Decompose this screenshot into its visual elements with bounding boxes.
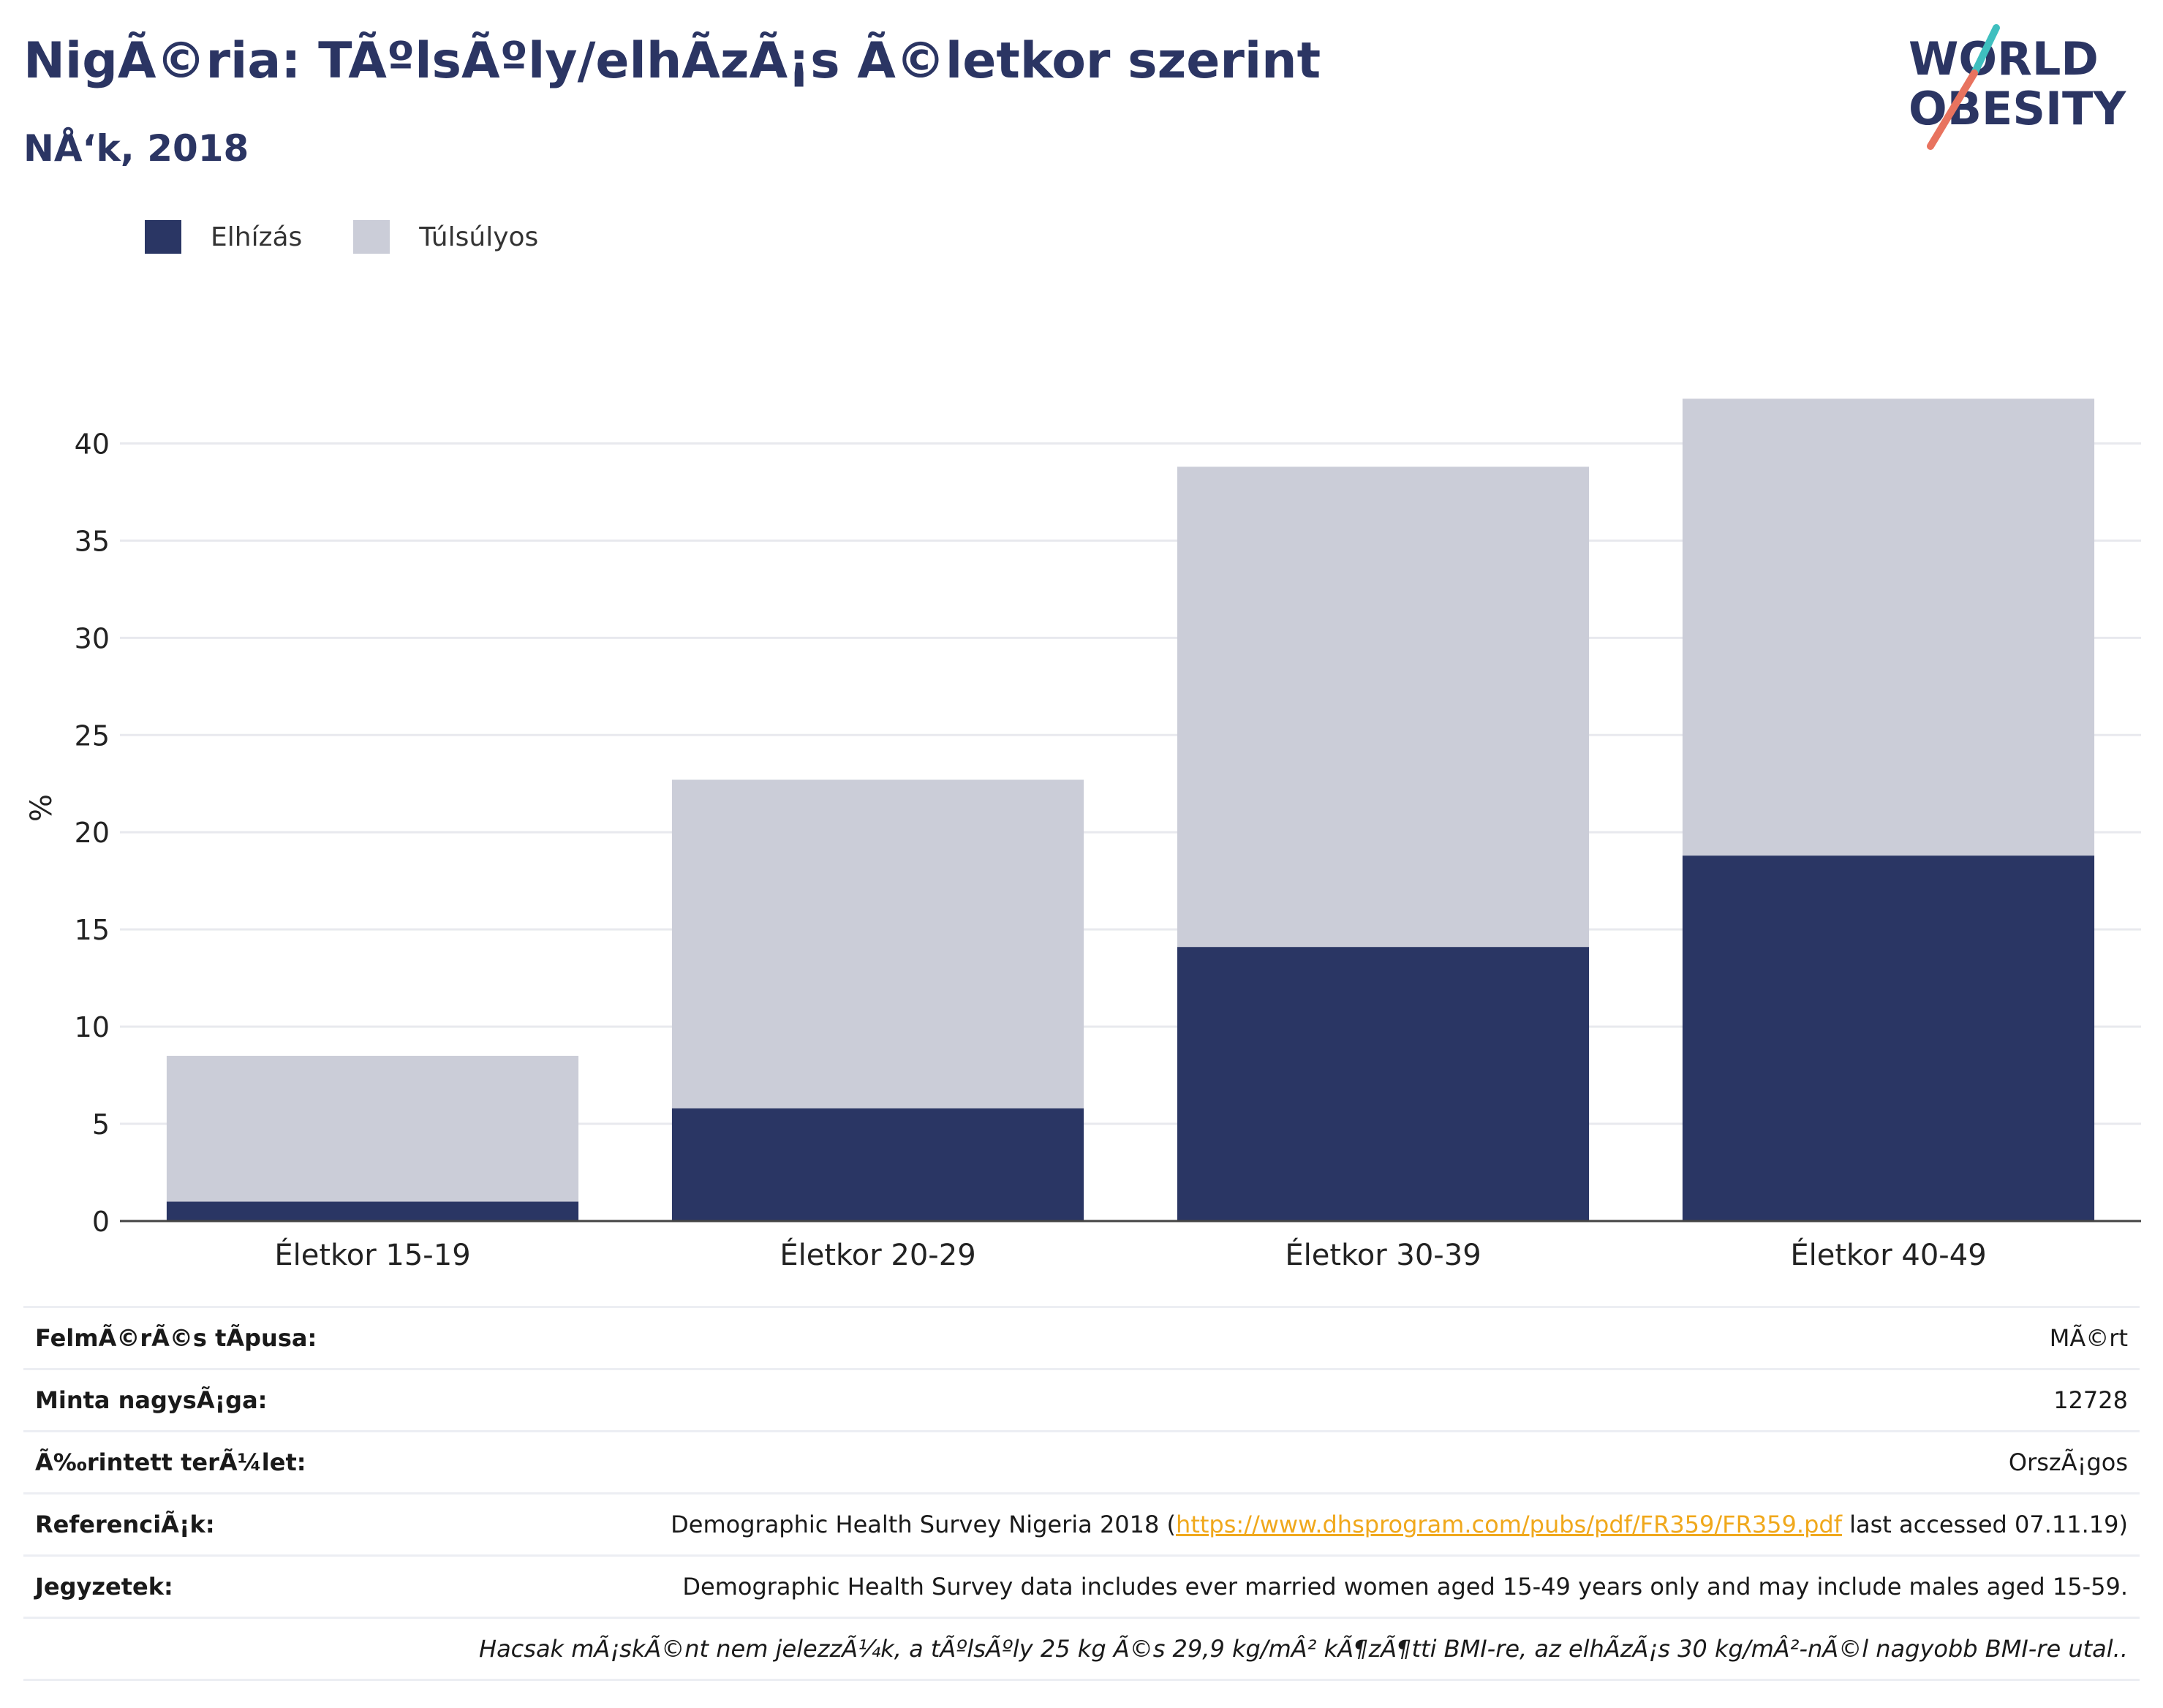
bar-segment [1177, 947, 1590, 1221]
info-value-notes: Demographic Health Survey data includes … [682, 1573, 2128, 1601]
info-label-notes: Jegyzetek: [35, 1573, 173, 1601]
stacked-bar-chart: 0 5 10 15 20 25 30 35 40% Életkor 15-19 Életkor 20… [25, 398, 2141, 1272]
y-tick-label: 40 [75, 428, 110, 460]
bar-segment [671, 1108, 1084, 1221]
reference-suffix: last accessed 07.11.19) [1841, 1511, 2128, 1538]
reference-prefix: Demographic Health Survey Nigeria 2018 ( [671, 1511, 1177, 1538]
info-row-footnote: Hacsak mÃ¡skÃ©nt nem jelezzÃ¼k, a tÃºlsÃ… [23, 1617, 2140, 1681]
legend-label-overweight: Túlsúlyos [419, 222, 539, 252]
page-subtitle: NÅ‘k, 2018 [23, 127, 249, 170]
x-tick-label: Életkor 15-19 [274, 1237, 470, 1272]
info-value-sample-size: 12728 [2053, 1386, 2128, 1414]
bar-segment [1682, 855, 2095, 1221]
y-tick-label: 10 [75, 1011, 110, 1043]
bar-segment [671, 779, 1084, 1108]
info-value-area: OrszÃ¡gos [2008, 1448, 2128, 1476]
y-tick-label: 35 [75, 525, 110, 557]
legend-label-obesity: Elhízás [211, 222, 303, 252]
legend-swatch-obesity [145, 220, 181, 254]
reference-link[interactable]: https://www.dhsprogram.com/pubs/pdf/FR35… [1176, 1511, 1842, 1538]
info-table: FelmÃ©rÃ©s tÃpusa: MÃ©rt Minta nagysÃ¡ga… [23, 1306, 2140, 1681]
legend-item-overweight: Túlsúlyos [353, 220, 538, 254]
info-row-survey-type: FelmÃ©rÃ©s tÃpusa: MÃ©rt [23, 1306, 2140, 1368]
x-tick-label: Életkor 20-29 [779, 1237, 975, 1272]
y-tick-label: 30 [75, 622, 110, 654]
info-row-sample-size: Minta nagysÃ¡ga: 12728 [23, 1368, 2140, 1430]
y-tick-label: 25 [75, 719, 110, 752]
world-obesity-logo: WORLD OBESITY [1909, 24, 2126, 150]
info-footnote: Hacsak mÃ¡skÃ©nt nem jelezzÃ¼k, a tÃºlsÃ… [479, 1635, 2128, 1663]
info-value-references: Demographic Health Survey Nigeria 2018 (… [671, 1511, 2140, 1538]
info-label-references: ReferenciÃ¡k: [35, 1511, 215, 1538]
info-value-survey-type: MÃ©rt [2049, 1324, 2128, 1352]
y-tick-label: 0 [92, 1206, 110, 1238]
bar-segment [1177, 466, 1590, 948]
legend-item-obesity: Elhízás [145, 220, 302, 254]
logo-line1: WORLD [1909, 32, 2099, 86]
info-row-notes: Jegyzetek: Demographic Health Survey dat… [23, 1554, 2140, 1617]
y-axis-label: % [25, 794, 58, 822]
bar-segment [166, 1056, 579, 1202]
logo-slash-teal [1971, 24, 2000, 77]
info-label-sample-size: Minta nagysÃ¡ga: [35, 1386, 268, 1414]
legend-swatch-overweight [353, 220, 390, 254]
bar-segment [1682, 398, 2095, 856]
page-title: NigÃ©ria: TÃºlsÃºly/elhÃ­zÃ¡s Ã©letkor s… [23, 32, 1321, 90]
y-tick-label: 5 [92, 1108, 110, 1141]
info-label-survey-type: FelmÃ©rÃ©s tÃpusa: [35, 1324, 317, 1352]
x-tick-label: Életkor 40-49 [1790, 1237, 1986, 1272]
info-label-area: Ã‰rintett terÃ¼let: [35, 1448, 306, 1476]
chart-legend: Elhízás Túlsúlyos [145, 216, 589, 257]
x-tick-label: Életkor 30-39 [1285, 1237, 1481, 1272]
y-tick-label: 15 [75, 914, 110, 946]
info-row-area: Ã‰rintett terÃ¼let: OrszÃ¡gos [23, 1430, 2140, 1492]
bar-segment [166, 1201, 579, 1221]
info-row-references: ReferenciÃ¡k: Demographic Health Survey … [23, 1492, 2140, 1554]
y-tick-label: 20 [75, 817, 110, 849]
logo-slash-coral [1927, 69, 1978, 150]
